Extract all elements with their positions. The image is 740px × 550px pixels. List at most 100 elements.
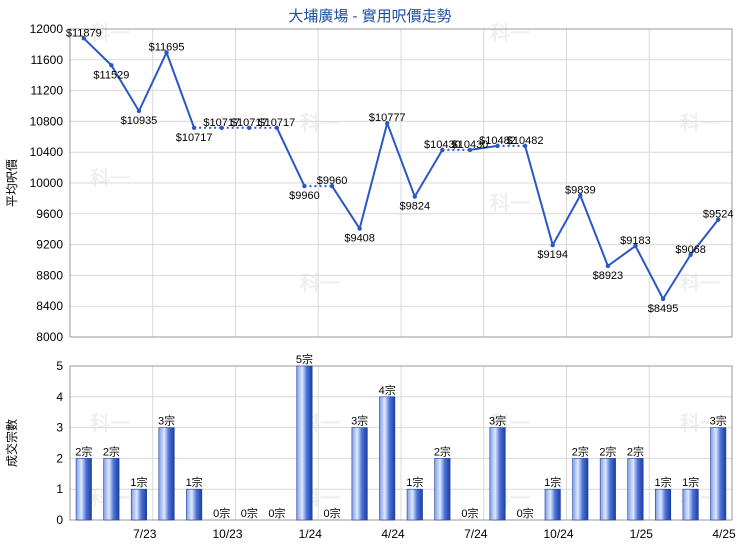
line-point [164, 50, 169, 55]
x-tick-label: 1/24 [299, 527, 323, 541]
bar-data-label: 1宗 [186, 475, 203, 489]
line-point [495, 143, 500, 149]
bar [434, 458, 451, 521]
line-point [660, 296, 666, 302]
bar [655, 488, 672, 521]
line-data-label: $10717 [231, 117, 268, 129]
line-segment [358, 122, 389, 229]
bar [75, 458, 92, 521]
watermark-text: 科一 [90, 166, 130, 190]
line-point [219, 125, 224, 130]
line-segment [110, 64, 140, 112]
watermark-text: 科一 [680, 271, 720, 295]
line-chart-title: 大埔廣場 - 實用呎價走勢 [288, 7, 451, 25]
line-data-label: $11879 [66, 27, 102, 39]
bar [489, 427, 506, 521]
x-tick-label: 10/24 [543, 527, 573, 541]
line-y-tick-label: 8000 [36, 330, 63, 344]
bar-data-label: 3宗 [158, 414, 175, 428]
line-segment [579, 195, 609, 267]
watermark-text: 科一 [680, 111, 720, 135]
line-point [605, 263, 611, 269]
line-y-tick-label: 10000 [30, 176, 64, 190]
line-y-tick-label: 10400 [30, 145, 64, 159]
line-data-label: $9524 [703, 209, 734, 221]
line-segment [469, 144, 498, 151]
line-point [522, 143, 528, 149]
line-segment [331, 185, 361, 230]
line-point [440, 147, 445, 153]
bar-chart-ylabel: 成交宗數 [4, 419, 19, 467]
bar [544, 488, 561, 521]
bar-data-label: 4宗 [379, 383, 396, 397]
line-data-label: $10935 [121, 115, 158, 127]
x-tick-label: 7/23 [133, 527, 157, 541]
bar-data-label: 3宗 [710, 414, 727, 428]
line-point [247, 125, 252, 130]
line-point [302, 183, 307, 189]
bar [103, 458, 120, 521]
line-data-label: $10717 [203, 117, 240, 129]
bar [351, 427, 368, 521]
watermark-text: 科一 [300, 271, 340, 295]
bar-data-label: 0宗 [268, 506, 285, 520]
bar [158, 427, 175, 521]
line-point [633, 243, 638, 249]
line-data-label: $9824 [399, 201, 430, 213]
line-y-tick-label: 9600 [36, 207, 63, 221]
bar-data-label: 2宗 [572, 444, 589, 458]
line-point [329, 183, 335, 189]
bar-data-label: 0宗 [461, 506, 478, 520]
bar-data-label: 3宗 [489, 414, 506, 428]
bar-y-tick-label: 2 [56, 451, 63, 465]
bar-data-label: 5宗 [296, 352, 313, 366]
line-data-label: $10482 [507, 135, 544, 147]
line-segment [275, 127, 306, 187]
bar [379, 396, 396, 521]
line-data-label: $9194 [537, 249, 568, 261]
bar [599, 458, 616, 521]
line-y-tick-label: 11200 [31, 84, 64, 98]
bar-data-label: 0宗 [213, 506, 230, 520]
bar-data-label: 1宗 [130, 475, 147, 489]
line-data-label: $10430 [452, 139, 489, 151]
line-segment [413, 149, 444, 198]
watermark-text: 科一 [90, 411, 130, 435]
bar-data-label: 2宗 [434, 444, 451, 458]
watermark-text: 科一 [490, 191, 530, 215]
bar-data-label: 1宗 [682, 475, 699, 489]
watermark-text: 科一 [490, 21, 530, 45]
bar [186, 488, 203, 521]
bar-data-label: 0宗 [323, 506, 340, 520]
bar [296, 365, 313, 521]
line-data-label: $10430 [424, 139, 461, 151]
line-point [81, 36, 86, 41]
line-data-label: $9960 [289, 190, 320, 202]
line-point [716, 217, 721, 222]
line-segment [165, 52, 196, 129]
bar-data-label: 2宗 [627, 444, 644, 458]
line-data-label: $9068 [675, 244, 706, 256]
line-data-label: $10717 [259, 117, 296, 129]
bar-data-label: 2宗 [103, 444, 120, 458]
line-point [412, 194, 417, 199]
line-data-label: $10717 [176, 132, 213, 144]
bar-y-tick-label: 4 [56, 390, 63, 404]
bar-data-label: 1宗 [544, 475, 561, 489]
bar-plot-frame [69, 365, 733, 521]
bar [627, 458, 644, 521]
line-data-label: $10482 [479, 135, 516, 147]
bar [682, 488, 699, 521]
watermark-text: 科一 [300, 111, 340, 135]
bar-data-label: 0宗 [241, 506, 258, 520]
line-segment [607, 245, 637, 267]
bar-data-label: 2宗 [75, 444, 92, 458]
line-data-label: $11695 [149, 41, 185, 53]
line-point [357, 226, 362, 231]
line-data-label: $8923 [593, 270, 624, 282]
x-tick-label: 4/24 [381, 527, 405, 541]
line-data-label: $8495 [648, 303, 679, 315]
bar-data-label: 3宗 [351, 414, 368, 428]
